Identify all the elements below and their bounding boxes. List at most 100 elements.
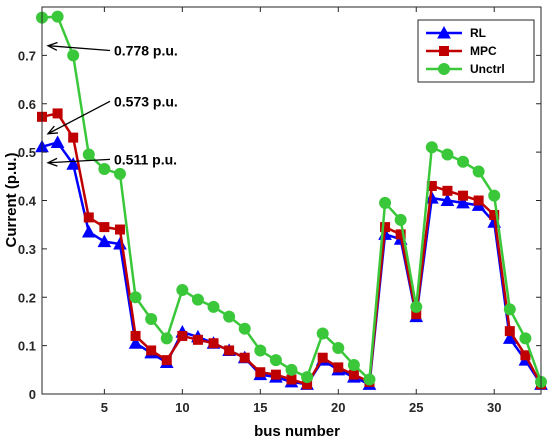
data-point-unctrl: [425, 141, 438, 154]
y-tick-label: 0.6: [18, 97, 36, 112]
annotation-label: 0.511 p.u.: [114, 151, 177, 167]
legend-item-unctrl: Unctrl: [426, 62, 505, 76]
x-tick-label: 30: [487, 400, 501, 415]
data-point-mpc: [380, 222, 391, 233]
annotation-arrow: [47, 100, 111, 135]
data-point-mpc: [504, 326, 515, 337]
data-point-unctrl: [82, 148, 95, 161]
data-point-mpc: [68, 132, 79, 143]
annotation: 0.573 p.u.: [46, 93, 178, 135]
annotation-label: 0.778 p.u.: [114, 43, 178, 59]
data-point-mpc: [458, 190, 469, 201]
data-point-rl: [81, 224, 96, 238]
data-point-unctrl: [519, 332, 532, 345]
data-point-mpc: [52, 108, 63, 119]
data-point-unctrl: [503, 303, 516, 316]
data-point-unctrl: [394, 213, 407, 226]
y-tick-label: 0.4: [18, 194, 37, 209]
data-point-unctrl: [441, 148, 454, 161]
data-point-mpc: [114, 224, 125, 235]
data-point-rl: [50, 135, 65, 148]
data-point-unctrl: [488, 189, 501, 202]
data-point-mpc: [473, 195, 484, 206]
data-point-mpc: [317, 352, 328, 363]
y-tick-label: 0.1: [18, 339, 36, 354]
legend-item-mpc: MPC: [426, 44, 497, 58]
annotation: 0.778 p.u.: [46, 41, 178, 59]
data-point-mpc: [395, 229, 406, 240]
y-tick-label: 0.5: [18, 145, 36, 160]
y-axis-label: Current (p.u.): [3, 153, 20, 248]
arrow-head: [46, 157, 58, 167]
data-point-mpc: [208, 338, 219, 349]
data-point-unctrl: [98, 163, 111, 176]
data-point-rl: [440, 193, 455, 206]
data-point-unctrl: [472, 165, 485, 178]
y-tick-label: 0.7: [18, 48, 36, 63]
legend-label: MPC: [470, 44, 497, 58]
annotation-arrow: [47, 45, 111, 52]
data-point-mpc: [99, 222, 110, 233]
data-point-unctrl: [176, 283, 189, 296]
data-point-unctrl: [67, 49, 80, 62]
data-point-mpc: [333, 362, 344, 373]
legend-marker-rl: [437, 25, 451, 39]
data-point-rl: [66, 157, 81, 170]
plot-content: [35, 10, 548, 390]
data-point-unctrl: [316, 327, 329, 340]
x-axis-label: bus number: [254, 423, 340, 440]
y-tick-label: 0.2: [18, 290, 36, 305]
data-point-mpc: [520, 350, 531, 361]
arrow-head: [46, 125, 59, 135]
data-point-unctrl: [457, 155, 470, 168]
data-point-mpc: [130, 330, 141, 341]
y-tick-label: 0: [29, 387, 36, 402]
data-point-mpc: [270, 369, 281, 380]
series-unctrl: [36, 10, 547, 388]
x-tick-label: 10: [175, 400, 189, 415]
data-point-mpc: [224, 345, 235, 356]
legend-label: Unctrl: [470, 62, 505, 76]
x-tick-label: 20: [331, 400, 345, 415]
legend-marker-unctrl: [438, 63, 450, 75]
data-point-unctrl: [269, 354, 282, 367]
legend: RL MPC Unctrl: [417, 19, 535, 83]
data-point-mpc: [489, 210, 500, 221]
x-tick-label: 5: [101, 400, 108, 415]
data-point-rl: [97, 234, 112, 248]
data-point-unctrl: [160, 332, 173, 345]
annotation-label: 0.573 p.u.: [114, 93, 178, 109]
data-point-mpc: [239, 352, 250, 363]
annotation-arrow: [47, 158, 111, 164]
data-point-unctrl: [379, 196, 392, 209]
data-point-unctrl: [223, 310, 236, 323]
x-tick-label: 15: [253, 400, 267, 415]
arrow-head: [46, 41, 58, 51]
series-rl: [35, 135, 548, 390]
data-point-mpc: [348, 369, 359, 380]
data-point-unctrl: [285, 363, 298, 376]
data-point-mpc: [177, 330, 188, 341]
data-point-mpc: [83, 212, 94, 223]
data-point-unctrl: [207, 300, 220, 313]
legend-marker-mpc: [439, 46, 449, 56]
data-point-unctrl: [347, 358, 360, 371]
legend-item-rl: RL: [426, 25, 486, 40]
axis-ticks: 5 10 15 20 25 30 0 0.1 0.2 0.3 0.4 0.5 0.6 0.7: [18, 7, 541, 415]
data-point-unctrl: [191, 293, 204, 306]
data-point-unctrl: [145, 313, 158, 326]
data-point-unctrl: [254, 344, 267, 357]
data-point-unctrl: [51, 10, 64, 23]
data-point-unctrl: [363, 373, 376, 386]
data-point-rl: [128, 336, 143, 349]
data-point-mpc: [255, 367, 266, 378]
data-point-unctrl: [238, 322, 251, 335]
x-tick-label: 25: [409, 400, 423, 415]
annotation: 0.511 p.u.: [46, 151, 177, 167]
annotations: 0.778 p.u. 0.573 p.u. 0.511 p.u.: [46, 41, 178, 167]
data-point-unctrl: [301, 371, 314, 384]
data-point-unctrl: [410, 300, 423, 313]
data-point-unctrl: [129, 291, 142, 304]
data-point-mpc: [286, 374, 297, 385]
data-point-mpc: [192, 334, 203, 345]
